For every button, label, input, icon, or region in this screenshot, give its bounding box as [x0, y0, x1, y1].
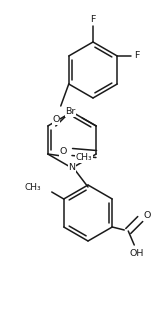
- Text: O: O: [60, 148, 67, 156]
- Text: CH₃: CH₃: [76, 154, 92, 162]
- Text: N: N: [68, 163, 76, 172]
- Text: OH: OH: [129, 250, 143, 259]
- Text: CH₃: CH₃: [24, 183, 41, 192]
- Text: O: O: [52, 115, 59, 125]
- Text: O: O: [144, 211, 151, 220]
- Text: Br: Br: [65, 107, 75, 116]
- Text: F: F: [90, 16, 96, 24]
- Text: F: F: [135, 52, 140, 60]
